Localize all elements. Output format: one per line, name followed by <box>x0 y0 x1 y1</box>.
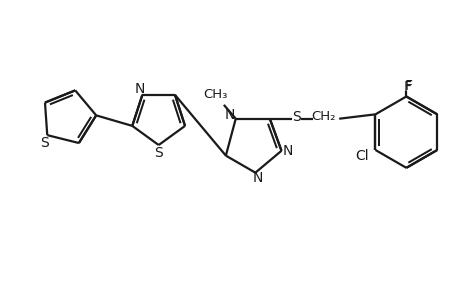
Text: N: N <box>224 108 235 122</box>
Text: S: S <box>291 110 300 124</box>
Text: CH₃: CH₃ <box>203 88 228 101</box>
Text: CH₂: CH₂ <box>310 110 335 123</box>
Text: N: N <box>282 144 292 158</box>
Text: N: N <box>134 82 144 96</box>
Text: S: S <box>154 146 162 160</box>
Text: S: S <box>40 136 49 150</box>
Text: N: N <box>252 171 262 184</box>
Text: F: F <box>403 80 410 94</box>
Text: F: F <box>403 79 411 93</box>
Text: Cl: Cl <box>354 149 368 163</box>
